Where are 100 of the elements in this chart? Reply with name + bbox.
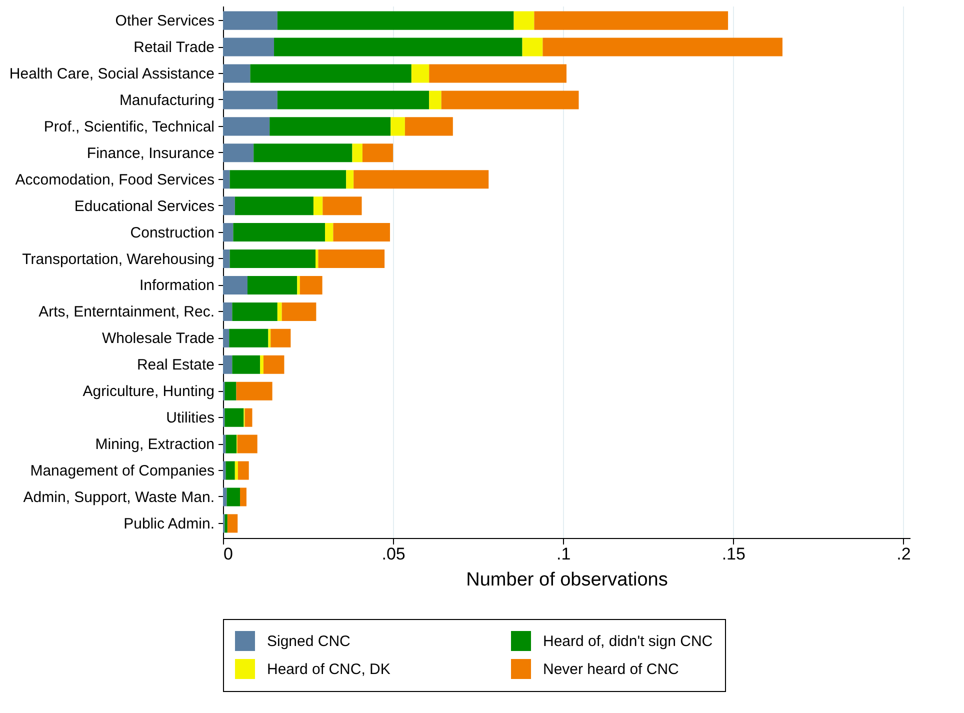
bar — [223, 276, 248, 294]
bar — [223, 170, 230, 189]
y-tick-label: Prof., Scientific, Technical — [44, 118, 214, 136]
legend-label: Heard of CNC, DK — [267, 661, 390, 678]
x-tick-label: .1 — [556, 544, 571, 564]
bar — [277, 302, 282, 321]
y-tick-label: Arts, Enterntainment, Rec. — [38, 304, 214, 321]
bar — [223, 144, 254, 162]
bar — [223, 302, 232, 321]
bar — [268, 328, 271, 348]
bar — [232, 302, 278, 321]
bar — [322, 196, 362, 216]
y-tick-label: Health Care, Social Assistance — [9, 65, 214, 82]
bar — [313, 196, 323, 216]
bar — [240, 488, 246, 506]
bar — [223, 11, 278, 30]
bar — [223, 223, 234, 242]
bar — [224, 514, 228, 533]
bar — [230, 250, 316, 268]
bar — [226, 461, 235, 480]
bar — [247, 276, 298, 294]
bar — [282, 302, 316, 321]
bar — [325, 223, 334, 242]
bar — [352, 144, 362, 162]
bar — [223, 90, 278, 110]
bar — [226, 488, 240, 506]
bar — [250, 64, 412, 83]
y-tick-label: Other Services — [115, 12, 214, 30]
bar — [316, 250, 318, 268]
bar — [318, 250, 385, 268]
legend-label: Never heard of CNC — [543, 661, 680, 678]
y-tick-label: Admin, Support, Waste Man. — [23, 488, 214, 506]
bar — [542, 38, 782, 56]
bar — [226, 434, 237, 454]
y-tick-label: Public Admin. — [124, 515, 214, 532]
bar — [346, 170, 354, 189]
x-tick-label: .05 — [382, 544, 406, 564]
y-tick-label: Educational Services — [74, 198, 214, 215]
bar — [223, 434, 226, 454]
y-tick-label: Utilities — [166, 410, 214, 427]
x-axis-title: Number of observations — [466, 570, 668, 590]
bar — [224, 408, 244, 427]
bar — [223, 64, 250, 83]
x-tick-label: 0 — [224, 544, 233, 564]
bar — [404, 117, 453, 136]
legend-label: Heard of, didn't sign CNC — [543, 633, 713, 650]
bar — [362, 144, 394, 162]
bar — [223, 355, 232, 374]
bar — [333, 223, 390, 242]
bar — [223, 38, 274, 56]
bar — [229, 328, 268, 348]
x-tick-label: .15 — [722, 544, 746, 564]
legend-label: Signed CNC — [267, 633, 351, 650]
bar — [534, 11, 728, 30]
bar — [227, 514, 238, 533]
y-tick-label: Wholesale Trade — [102, 330, 214, 348]
bar — [230, 170, 346, 189]
bar — [238, 461, 249, 480]
y-tick-label: Information — [139, 277, 214, 294]
y-tick-label: Transportation, Warehousing — [22, 250, 214, 268]
bar — [300, 276, 322, 294]
bar — [223, 461, 226, 480]
y-tick-label: Finance, Insurance — [86, 144, 214, 162]
bar — [223, 117, 270, 136]
bar — [277, 11, 514, 30]
bar — [223, 196, 235, 216]
bar — [234, 196, 314, 216]
y-tick-label: Management of Companies — [30, 462, 214, 480]
bar — [297, 276, 300, 294]
y-tick-label: Mining, Extraction — [95, 436, 214, 454]
y-tick-label: Agriculture, Hunting — [82, 383, 214, 400]
bar — [277, 90, 430, 110]
bar — [429, 64, 566, 83]
y-tick-label: Accomodation, Food Services — [15, 171, 214, 188]
bar — [429, 90, 442, 110]
bar — [260, 355, 264, 374]
bar — [244, 408, 252, 427]
y-tick-label: Manufacturing — [119, 92, 214, 109]
bar — [522, 38, 543, 56]
y-tick-label: Retail Trade — [134, 39, 214, 56]
y-tick-label: Construction — [130, 224, 214, 242]
bar — [263, 355, 284, 374]
y-tick-label: Real Estate — [136, 356, 214, 374]
bar — [236, 382, 272, 400]
bar — [224, 382, 236, 400]
bar — [254, 144, 352, 162]
bar — [441, 90, 579, 110]
x-tick-label: .2 — [896, 544, 911, 564]
bar — [274, 38, 522, 56]
bar — [223, 250, 230, 268]
bar — [232, 355, 260, 374]
bar — [223, 328, 230, 348]
bar — [223, 488, 227, 506]
bar — [354, 170, 489, 189]
bar — [390, 117, 405, 136]
bar — [411, 64, 430, 83]
bar — [514, 11, 534, 30]
bar — [270, 117, 391, 136]
bar — [270, 328, 291, 348]
bar — [233, 223, 326, 242]
